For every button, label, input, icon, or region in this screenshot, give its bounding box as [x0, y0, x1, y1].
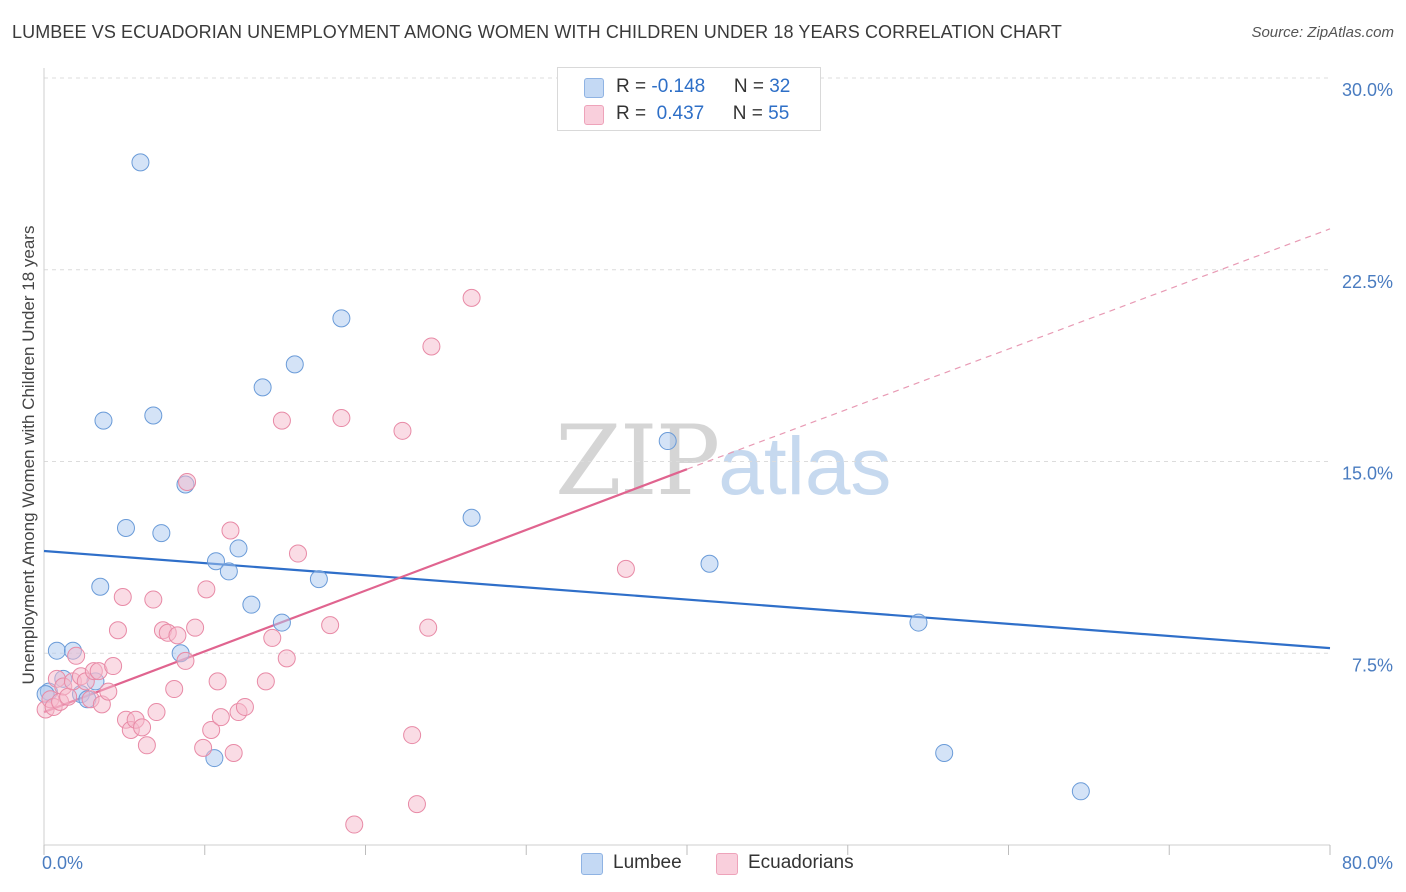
- grid-lines: [44, 77, 1330, 654]
- data-point-lumbee: [332, 309, 351, 328]
- data-point-ecuadorians: [202, 720, 221, 739]
- data-point-lumbee: [253, 378, 272, 397]
- data-point-ecuadorians: [332, 409, 351, 428]
- data-point-lumbee: [152, 524, 171, 543]
- data-point-ecuadorians: [208, 672, 227, 691]
- legend-r-label: R =: [616, 76, 652, 97]
- data-point-ecuadorians: [221, 521, 240, 540]
- data-point-ecuadorians: [99, 682, 118, 701]
- trend-line-lumbee: [43, 549, 1331, 650]
- data-points: [36, 153, 1090, 834]
- data-point-ecuadorians: [345, 815, 364, 834]
- data-point-ecuadorians: [178, 472, 197, 491]
- data-point-ecuadorians: [186, 618, 205, 637]
- x-tick-label: 80.0%: [1342, 853, 1393, 873]
- data-point-ecuadorians: [108, 621, 127, 640]
- data-point-ecuadorians: [104, 657, 123, 676]
- data-point-lumbee: [131, 153, 150, 172]
- data-point-ecuadorians: [288, 544, 307, 563]
- data-point-lumbee: [242, 595, 261, 614]
- data-point-ecuadorians: [277, 649, 296, 668]
- data-point-lumbee: [658, 432, 677, 451]
- bottom-legend-label-ecuadorians: Ecuadorians: [748, 852, 854, 873]
- data-point-ecuadorians: [137, 736, 156, 755]
- y-tick-label: 30.0%: [1342, 80, 1393, 100]
- data-point-ecuadorians: [224, 743, 243, 762]
- data-point-lumbee: [94, 411, 113, 430]
- legend-r-label: R =: [616, 103, 652, 124]
- data-point-lumbee: [229, 539, 248, 558]
- legend-n-label: N =: [733, 76, 770, 97]
- data-point-ecuadorians: [263, 628, 282, 647]
- legend-swatch-lumbee: [584, 78, 604, 98]
- data-point-ecuadorians: [165, 680, 184, 699]
- data-point-ecuadorians: [133, 718, 152, 737]
- data-point-lumbee: [909, 613, 928, 632]
- data-point-lumbee: [219, 562, 238, 581]
- y-tick-label: 7.5%: [1352, 655, 1393, 675]
- data-point-ecuadorians: [147, 703, 166, 722]
- legend-swatch-ecuadorians: [584, 105, 604, 125]
- data-point-ecuadorians: [235, 697, 254, 716]
- data-point-ecuadorians: [67, 646, 86, 665]
- data-point-ecuadorians: [616, 559, 635, 578]
- legend-n-label: N =: [732, 103, 769, 124]
- legend-n-value: 55: [768, 103, 790, 124]
- data-point-lumbee: [116, 518, 135, 537]
- trend-lines: [43, 228, 1331, 714]
- data-point-ecuadorians: [272, 411, 291, 430]
- data-point-lumbee: [309, 570, 328, 589]
- legend-r-value: -0.148: [651, 76, 706, 97]
- data-point-ecuadorians: [168, 626, 187, 645]
- x-tick-label: 0.0%: [42, 853, 83, 873]
- data-point-lumbee: [272, 613, 291, 632]
- tick-labels: 7.5% 15.0% 22.5% 30.0% 0.0% 80.0%: [42, 80, 1393, 873]
- data-point-lumbee: [462, 508, 481, 527]
- chart-title: LUMBEE VS ECUADORIAN UNEMPLOYMENT AMONG …: [12, 22, 1063, 42]
- data-point-lumbee: [47, 641, 66, 660]
- data-point-ecuadorians: [256, 672, 275, 691]
- trend-line-ecuadorians: [43, 468, 688, 714]
- y-tick-label: 22.5%: [1342, 272, 1393, 292]
- legend-r-value: 0.437: [651, 103, 705, 124]
- data-point-lumbee: [205, 749, 224, 768]
- data-point-ecuadorians: [321, 616, 340, 635]
- source-label: Source: ZipAtlas.com: [1251, 24, 1394, 41]
- data-point-lumbee: [144, 406, 163, 425]
- bottom-legend-swatch-lumbee: [581, 853, 603, 875]
- y-axis-label: Unemployment Among Women with Children U…: [19, 226, 38, 685]
- data-point-lumbee: [285, 355, 304, 374]
- data-point-lumbee: [207, 552, 226, 571]
- correlation-legend: R = -0.148 N = 32 R = 0.437 N = 55: [557, 67, 821, 131]
- data-point-ecuadorians: [407, 795, 426, 814]
- y-tick-label: 15.0%: [1342, 464, 1393, 484]
- data-point-lumbee: [91, 577, 110, 596]
- trend-extension-ecuadorians: [686, 228, 1331, 470]
- data-point-lumbee: [700, 554, 719, 573]
- data-point-ecuadorians: [197, 580, 216, 599]
- data-point-ecuadorians: [462, 288, 481, 307]
- data-point-lumbee: [935, 743, 954, 762]
- data-point-ecuadorians: [113, 588, 132, 607]
- bottom-legend-label-lumbee: Lumbee: [613, 852, 682, 873]
- data-point-ecuadorians: [403, 726, 422, 745]
- legend-n-value: 32: [769, 76, 791, 97]
- data-point-lumbee: [1071, 782, 1090, 801]
- data-point-ecuadorians: [211, 708, 230, 727]
- data-point-ecuadorians: [393, 421, 412, 440]
- data-point-ecuadorians: [194, 738, 213, 757]
- data-point-ecuadorians: [144, 590, 163, 609]
- data-point-ecuadorians: [422, 337, 441, 356]
- data-point-ecuadorians: [59, 687, 78, 706]
- data-point-ecuadorians: [419, 618, 438, 637]
- data-point-ecuadorians: [176, 651, 195, 670]
- bottom-legend-swatch-ecuadorians: [716, 853, 738, 875]
